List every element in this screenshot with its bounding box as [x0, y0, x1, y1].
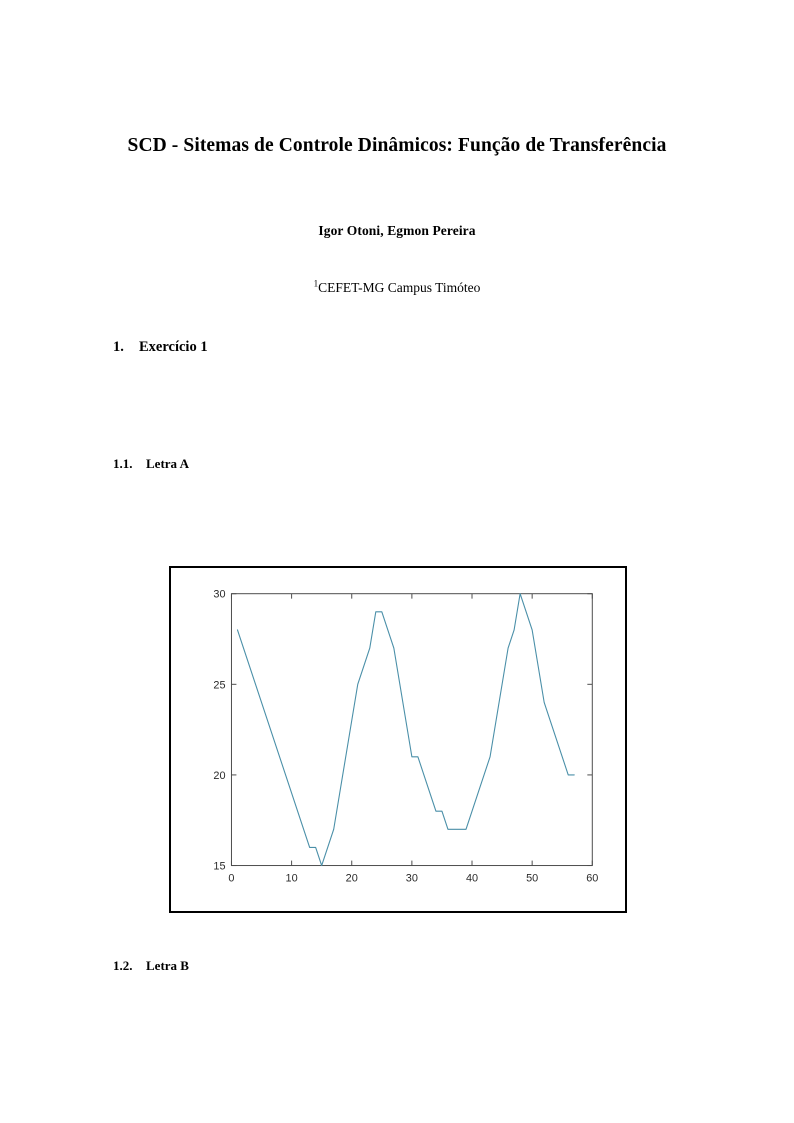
affiliation-line: 1CEFET-MG Campus Timóteo — [113, 278, 681, 296]
heading-exercicio-1: 1. Exercício 1 — [113, 339, 208, 356]
y-tick-label: 15 — [213, 860, 225, 872]
affiliation-marker: 1 — [313, 278, 319, 289]
plot-area: 0 10 20 30 40 50 60 15 20 25 30 — [171, 568, 625, 911]
heading-number: 1.2. — [113, 958, 133, 973]
x-tick-label: 50 — [526, 872, 538, 884]
y-tick-label: 25 — [213, 679, 225, 691]
line-chart: 0 10 20 30 40 50 60 15 20 25 30 — [213, 589, 598, 885]
heading-label: Letra A — [146, 456, 189, 471]
heading-number: 1. — [113, 339, 124, 355]
authors-line: Igor Otoni, Egmon Pereira — [318, 223, 476, 238]
x-tick-label: 40 — [466, 872, 478, 884]
page-title: SCD - Sitemas de Controle Dinâmicos: Fun… — [127, 135, 667, 156]
x-tick-label: 60 — [586, 872, 598, 884]
affiliation-text: CEFET-MG Campus Timóteo — [318, 280, 481, 295]
y-tick-label: 30 — [213, 589, 225, 601]
y-tick-label: 20 — [213, 770, 225, 782]
plot-axes-box — [230, 593, 593, 867]
x-tick-label: 30 — [406, 872, 418, 884]
title-block: SCD - Sitemas de Controle Dinâmicos: Fun… — [113, 133, 681, 159]
x-tick-label: 10 — [286, 872, 298, 884]
figure-letra-a: 0 10 20 30 40 50 60 15 20 25 30 — [169, 566, 627, 913]
heading-label: Letra B — [146, 958, 189, 973]
heading-number: 1.1. — [113, 456, 133, 471]
heading-label: Exercício 1 — [139, 339, 208, 355]
chart-series-line — [236, 593, 575, 867]
heading-letra-b: 1.2. Letra B — [113, 958, 189, 974]
heading-letra-a: 1.1. Letra A — [113, 456, 189, 472]
x-tick-label: 20 — [346, 872, 358, 884]
x-tick-label: 0 — [228, 872, 234, 884]
